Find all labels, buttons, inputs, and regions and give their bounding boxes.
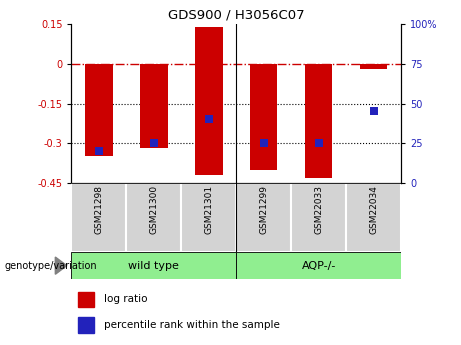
Point bbox=[95, 148, 103, 154]
Text: genotype/variation: genotype/variation bbox=[5, 261, 97, 270]
Title: GDS900 / H3056C07: GDS900 / H3056C07 bbox=[168, 9, 305, 22]
Bar bbox=[78, 317, 94, 333]
Text: AQP-/-: AQP-/- bbox=[301, 261, 336, 270]
Point bbox=[150, 140, 158, 146]
Bar bbox=[140, 64, 168, 148]
Point bbox=[205, 117, 213, 122]
Bar bbox=[250, 64, 278, 170]
Bar bbox=[346, 183, 401, 252]
Text: GSM21299: GSM21299 bbox=[259, 185, 268, 234]
Bar bbox=[305, 64, 332, 178]
Text: percentile rank within the sample: percentile rank within the sample bbox=[104, 320, 280, 330]
Bar bbox=[360, 64, 387, 69]
Bar bbox=[85, 64, 112, 156]
Bar bbox=[236, 252, 401, 279]
Text: GSM22033: GSM22033 bbox=[314, 185, 323, 234]
Bar bbox=[126, 183, 181, 252]
Bar bbox=[71, 252, 236, 279]
Bar bbox=[71, 183, 126, 252]
Bar bbox=[78, 292, 94, 307]
Text: wild type: wild type bbox=[129, 261, 179, 270]
Text: GSM21298: GSM21298 bbox=[95, 185, 103, 234]
Point bbox=[370, 109, 377, 114]
Polygon shape bbox=[55, 257, 67, 274]
Text: GSM21300: GSM21300 bbox=[149, 185, 159, 234]
Bar bbox=[195, 27, 223, 175]
Text: log ratio: log ratio bbox=[104, 294, 147, 304]
Point bbox=[315, 140, 322, 146]
Bar bbox=[181, 183, 236, 252]
Bar bbox=[236, 183, 291, 252]
Point bbox=[260, 140, 267, 146]
Text: GSM22034: GSM22034 bbox=[369, 185, 378, 234]
Text: GSM21301: GSM21301 bbox=[204, 185, 213, 234]
Bar bbox=[291, 183, 346, 252]
